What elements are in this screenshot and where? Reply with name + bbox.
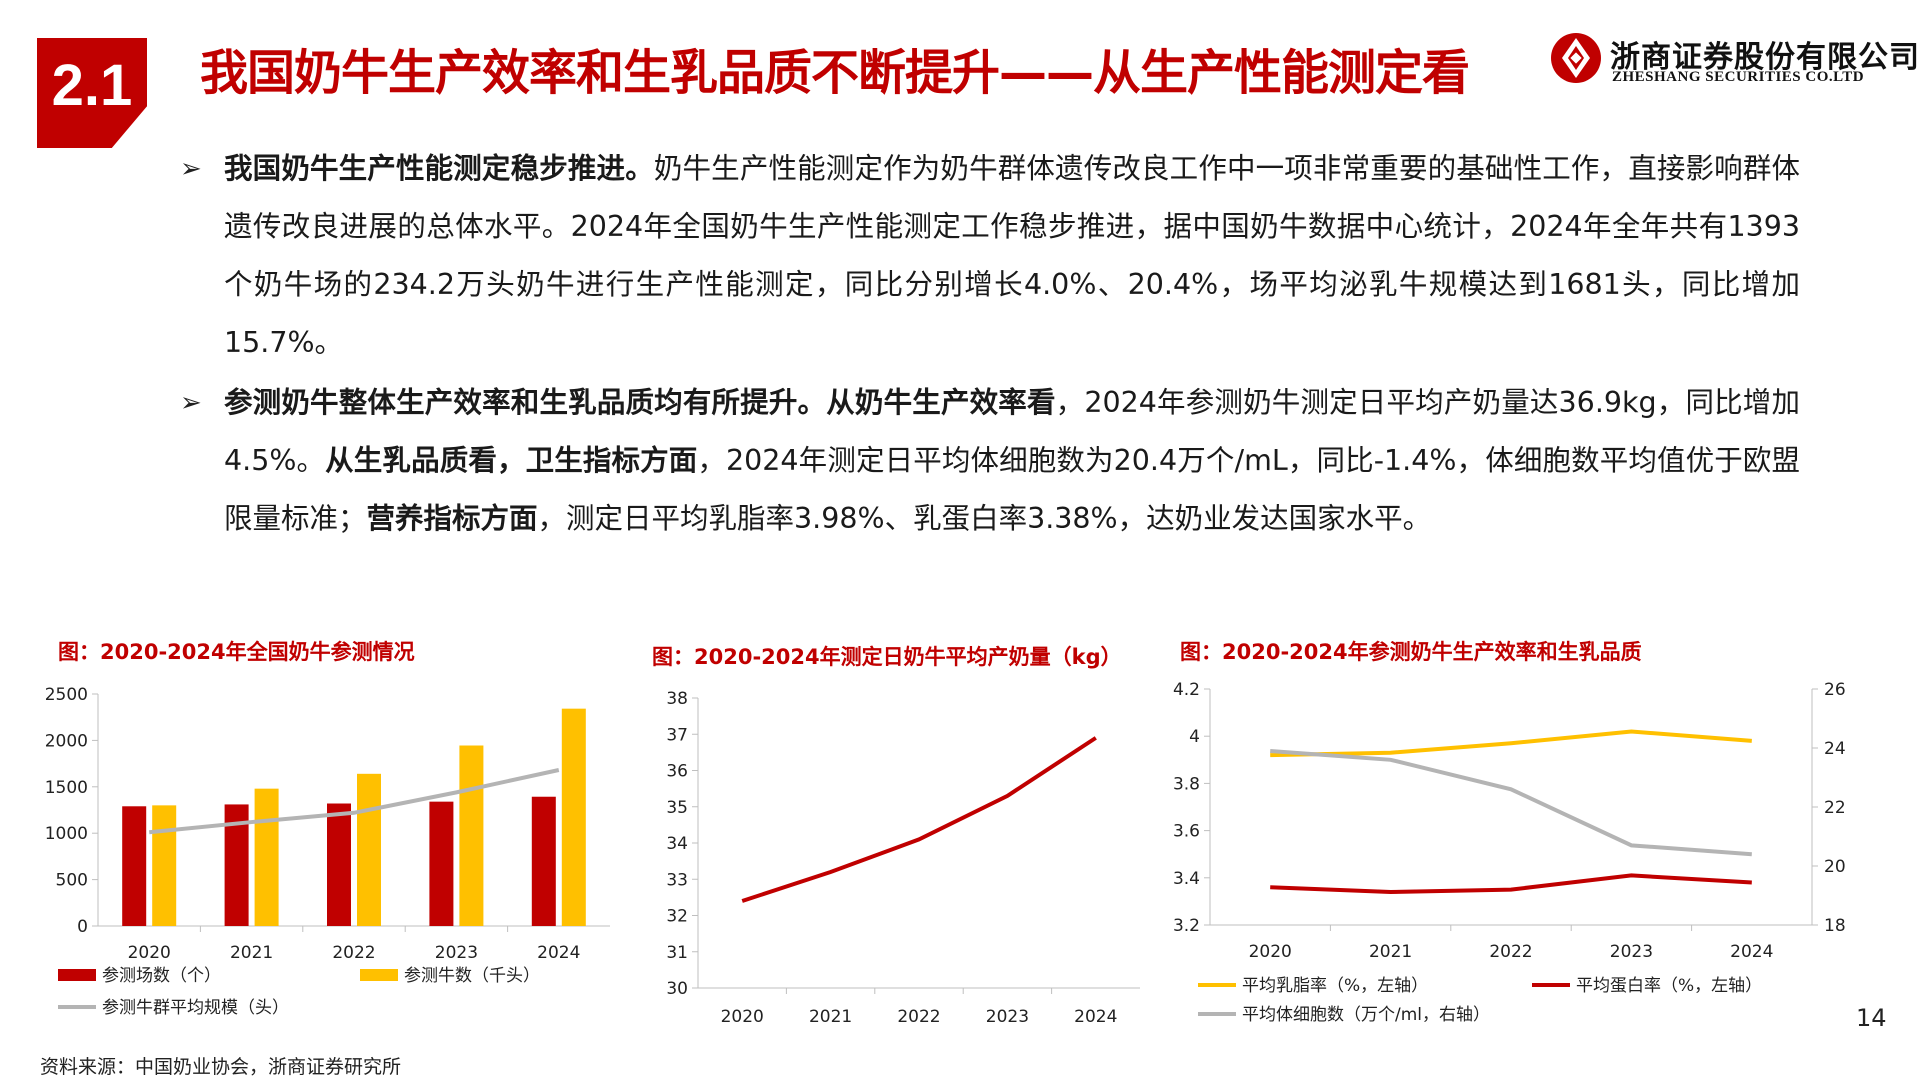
logo-company-name-en: ZHESHANG SECURITIES CO.LTD [1612,69,1865,85]
x-tick-label: 2024 [1074,1007,1117,1027]
bullet-2-seg-1: ，2024年参测奶牛测定日平均产奶量达36.9kg，同比增加4.5%。 [224,386,1800,477]
legend-label: 平均体细胞数（万个/ml，右轴） [1242,1005,1490,1025]
y-tick-label: 4 [1189,727,1200,747]
bullet-2-seg-5: ，测定日平均乳脂率3.98%、乳蛋白率3.38%，达奶业发达国家水平。 [537,502,1432,535]
zheshang-logo-icon [1551,33,1601,83]
bullet-2-seg-2: 从生乳品质看，卫生指标方面 [325,444,698,477]
y-tick-label: 2500 [45,685,88,705]
section-number: 2.1 [51,52,133,118]
series-line-protein-rate [1270,873,1752,894]
x-tick-label: 2024 [1730,942,1773,962]
chart-3-title: 图：2020-2024年参测奶牛生产效率和生乳品质 [1180,640,1642,664]
y2-tick-label: 20 [1824,857,1846,877]
x-tick-label: 2023 [435,943,478,963]
y-tick-label: 37 [666,725,688,745]
series-line-milk-yield [741,736,1097,903]
series-line-fat-rate [1270,729,1752,758]
chart-2-title: 图：2020-2024年测定日奶牛平均产奶量（kg） [652,645,1122,669]
x-tick-label: 2020 [128,943,171,963]
y2-tick-label: 22 [1824,798,1846,818]
bullet-item-1: ➢ 我国奶牛生产性能测定稳步推进。奶牛生产性能测定作为奶牛群体遗传改良工作中一项… [180,140,1800,372]
bullet-2-seg-3: ，2024年测定日平均体细胞数为20.4万个/mL，同比-1.4%，体细胞数平均… [224,444,1801,535]
y-tick-label: 0 [77,917,88,937]
legend-label: 参测牛数（千头） [404,966,540,986]
section-number-badge: 2.1 [37,38,147,148]
y2-tick-label: 24 [1824,739,1846,759]
x-tick-label: 2021 [1369,942,1412,962]
x-tick-label: 2021 [809,1007,852,1027]
y-tick-label: 31 [666,943,688,963]
bullet-1-seg-0: 我国奶牛生产性能测定稳步推进。 [224,152,654,185]
x-tick-label: 2022 [897,1007,940,1027]
arrow-bullet-icon: ➢ [180,388,202,418]
page-title: 我国奶牛生产效率和生乳品质不断提升——从生产性能测定看 [200,45,1470,101]
bullet-1-seg-1: 奶牛生产性能测定作为奶牛群体遗传改良工作中一项非常重要的基础性工作，直接影响群体… [224,152,1800,359]
series-line-herd-size [149,768,560,835]
x-tick-label: 2020 [721,1007,764,1027]
bullet-2-text: 参测奶牛整体生产效率和生乳品质均有所提升。从奶牛生产效率看，2024年参测奶牛测… [224,386,1800,535]
y-tick-label: 35 [666,798,688,818]
y-tick-label: 3.6 [1173,822,1200,842]
company-logo: 浙商证券股份有限公司 ZHESHANG SECURITIES CO.LTD [1548,30,1919,90]
legend-label: 参测场数（个） [102,966,221,986]
bar-farms [327,803,351,926]
bar-cattle [561,708,586,926]
bar-cattle [357,773,381,926]
page-number: 14 [1856,1004,1887,1032]
y-tick-label: 3.4 [1173,869,1200,889]
logo-company-name-cn: 浙商证券股份有限公司 [1610,40,1920,75]
y-tick-label: 500 [56,871,88,891]
x-tick-label: 2022 [1489,942,1532,962]
y-tick-label: 36 [666,762,688,782]
y-tick-label: 3.8 [1173,774,1200,794]
y-tick-label: 1500 [45,778,88,798]
y-tick-label: 30 [666,979,688,999]
y-tick-label: 4.2 [1173,680,1200,700]
bullet-2-seg-4: 营养指标方面 [366,502,538,535]
bar-cattle [459,745,484,926]
bullet-1-text: 我国奶牛生产性能测定稳步推进。奶牛生产性能测定作为奶牛群体遗传改良工作中一项非常… [224,152,1800,359]
y-tick-label: 38 [666,689,688,709]
series-line-somatic-cells [1270,748,1752,857]
y-tick-label: 34 [666,834,688,854]
chart-1-title: 图：2020-2024年全国奶牛参测情况 [58,640,415,664]
x-tick-label: 2021 [230,943,273,963]
bullet-item-2: ➢ 参测奶牛整体生产效率和生乳品质均有所提升。从奶牛生产效率看，2024年参测奶… [180,374,1800,548]
bullet-list: ➢ 我国奶牛生产性能测定稳步推进。奶牛生产性能测定作为奶牛群体遗传改良工作中一项… [180,140,1800,550]
legend-label: 平均蛋白率（%，左轴） [1576,976,1762,996]
legend-swatch [58,969,96,981]
y2-tick-label: 18 [1824,916,1846,936]
bar-cattle [254,788,279,926]
x-tick-label: 2022 [332,943,375,963]
x-tick-label: 2023 [1610,942,1653,962]
chart-milk-yield: 30 31 32 33 34 35 36 37 38 2020 2021 2022 2023 2024 [666,689,1140,1027]
bar-farms [531,796,556,926]
bullet-2-seg-0: 参测奶牛整体生产效率和生乳品质均有所提升。从奶牛生产效率看 [224,386,1056,419]
legend-label: 参测牛群平均规模（头） [102,998,289,1018]
arrow-bullet-icon: ➢ [180,154,202,184]
bar-cattle [152,805,177,926]
bar-farms [429,801,454,926]
y-tick-label: 1000 [45,824,88,844]
source-note: 资料来源：中国奶业协会，浙商证券研究所 [40,1056,402,1078]
y-tick-label: 3.2 [1173,916,1200,936]
y-tick-label: 32 [666,907,688,927]
y-tick-label: 2000 [45,731,88,751]
y2-tick-label: 26 [1824,680,1846,700]
bar-farms [122,806,147,926]
legend-swatch [360,969,398,981]
legend-label: 平均乳脂率（%，左轴） [1242,976,1428,996]
x-tick-label: 2023 [986,1007,1029,1027]
x-tick-label: 2024 [537,943,580,963]
y-tick-label: 33 [666,870,688,890]
chart-participation: 0 500 1000 1500 2000 2500 2020 2021 2022 2023 2024… [45,685,610,1018]
x-tick-label: 2020 [1249,942,1292,962]
